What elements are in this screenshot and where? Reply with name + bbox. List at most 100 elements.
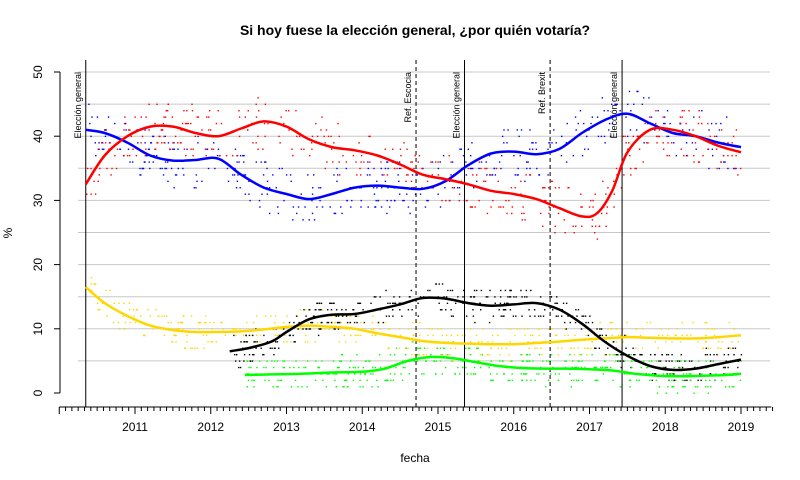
poll-point — [727, 366, 729, 369]
poll-point — [233, 328, 235, 330]
poll-point — [161, 142, 163, 144]
poll-point — [654, 373, 657, 375]
poll-point — [617, 353, 620, 356]
poll-point — [258, 110, 260, 112]
poll-point — [212, 148, 215, 150]
poll-point — [236, 353, 238, 356]
poll-point — [690, 373, 692, 375]
poll-point — [583, 122, 585, 125]
poll-point — [403, 199, 405, 202]
poll-point — [629, 129, 632, 131]
poll-point — [495, 167, 498, 170]
poll-point — [492, 341, 494, 343]
poll-point — [246, 321, 248, 324]
poll-point — [511, 212, 513, 215]
poll-point — [252, 353, 254, 356]
poll-point — [164, 116, 167, 118]
poll-point — [398, 347, 401, 349]
poll-point — [202, 334, 205, 337]
poll-point — [191, 347, 194, 349]
poll-point — [388, 315, 390, 317]
poll-point — [542, 225, 544, 227]
poll-point — [267, 122, 269, 125]
poll-point — [708, 167, 710, 170]
poll-point — [334, 321, 336, 324]
poll-point — [615, 167, 618, 170]
poll-point — [220, 321, 222, 324]
poll-point — [499, 296, 502, 298]
poll-point — [606, 366, 609, 369]
poll-point — [345, 379, 348, 382]
poll-point — [468, 347, 470, 349]
poll-point — [532, 360, 534, 362]
poll-point — [500, 154, 503, 157]
poll-point — [306, 328, 308, 330]
poll-point — [489, 373, 492, 375]
poll-point — [413, 167, 415, 170]
poll-point — [450, 309, 452, 311]
poll-point — [554, 225, 556, 227]
poll-point — [344, 341, 347, 343]
poll-point — [620, 334, 622, 337]
poll-point — [423, 373, 425, 375]
poll-point — [481, 353, 483, 356]
poll-point — [684, 386, 686, 388]
poll-point — [547, 187, 550, 189]
poll-point — [685, 154, 688, 157]
x-tick-label: 2013 — [273, 420, 300, 434]
poll-point — [489, 174, 492, 176]
poll-point — [511, 379, 514, 382]
poll-point — [739, 167, 742, 170]
poll-point — [345, 309, 347, 311]
poll-point — [305, 315, 307, 317]
poll-point — [706, 321, 708, 324]
poll-point — [294, 379, 297, 382]
poll-point — [218, 154, 221, 157]
poll-point — [686, 334, 688, 337]
poll-point — [573, 232, 575, 234]
poll-point — [652, 373, 655, 375]
poll-point — [497, 347, 499, 349]
poll-point — [718, 167, 720, 170]
poll-point — [209, 129, 212, 131]
poll-point — [418, 347, 420, 349]
poll-point — [586, 135, 588, 138]
poll-point — [182, 315, 184, 317]
poll-point — [662, 366, 664, 369]
poll-point — [419, 334, 421, 337]
poll-point — [477, 360, 480, 362]
poll-point — [277, 379, 279, 382]
poll-point — [416, 174, 419, 176]
poll-point — [373, 296, 376, 298]
poll-point — [134, 116, 136, 118]
poll-point — [453, 360, 455, 362]
poll-point — [236, 180, 239, 183]
poll-point — [253, 386, 255, 388]
poll-point — [525, 353, 528, 356]
poll-point — [288, 129, 290, 131]
poll-point — [343, 334, 346, 337]
poll-point — [431, 328, 433, 330]
poll-point — [338, 135, 340, 138]
poll-point — [470, 154, 472, 157]
poll-point — [301, 328, 303, 330]
poll-point — [617, 334, 620, 337]
poll-point — [243, 154, 245, 157]
poll-point — [629, 379, 632, 382]
poll-point — [615, 328, 618, 330]
poll-point — [629, 154, 631, 157]
poll-point — [658, 135, 660, 138]
poll-point — [655, 135, 658, 138]
poll-point — [610, 103, 613, 105]
poll-point — [601, 334, 604, 337]
poll-point — [694, 386, 697, 388]
poll-point — [569, 373, 571, 375]
poll-point — [524, 373, 527, 375]
poll-point — [550, 353, 553, 356]
poll-point — [515, 315, 517, 317]
poll-point — [341, 353, 343, 356]
poll-point — [681, 110, 683, 112]
poll-point — [186, 148, 188, 150]
poll-point — [508, 360, 511, 362]
poll-point — [156, 103, 158, 105]
